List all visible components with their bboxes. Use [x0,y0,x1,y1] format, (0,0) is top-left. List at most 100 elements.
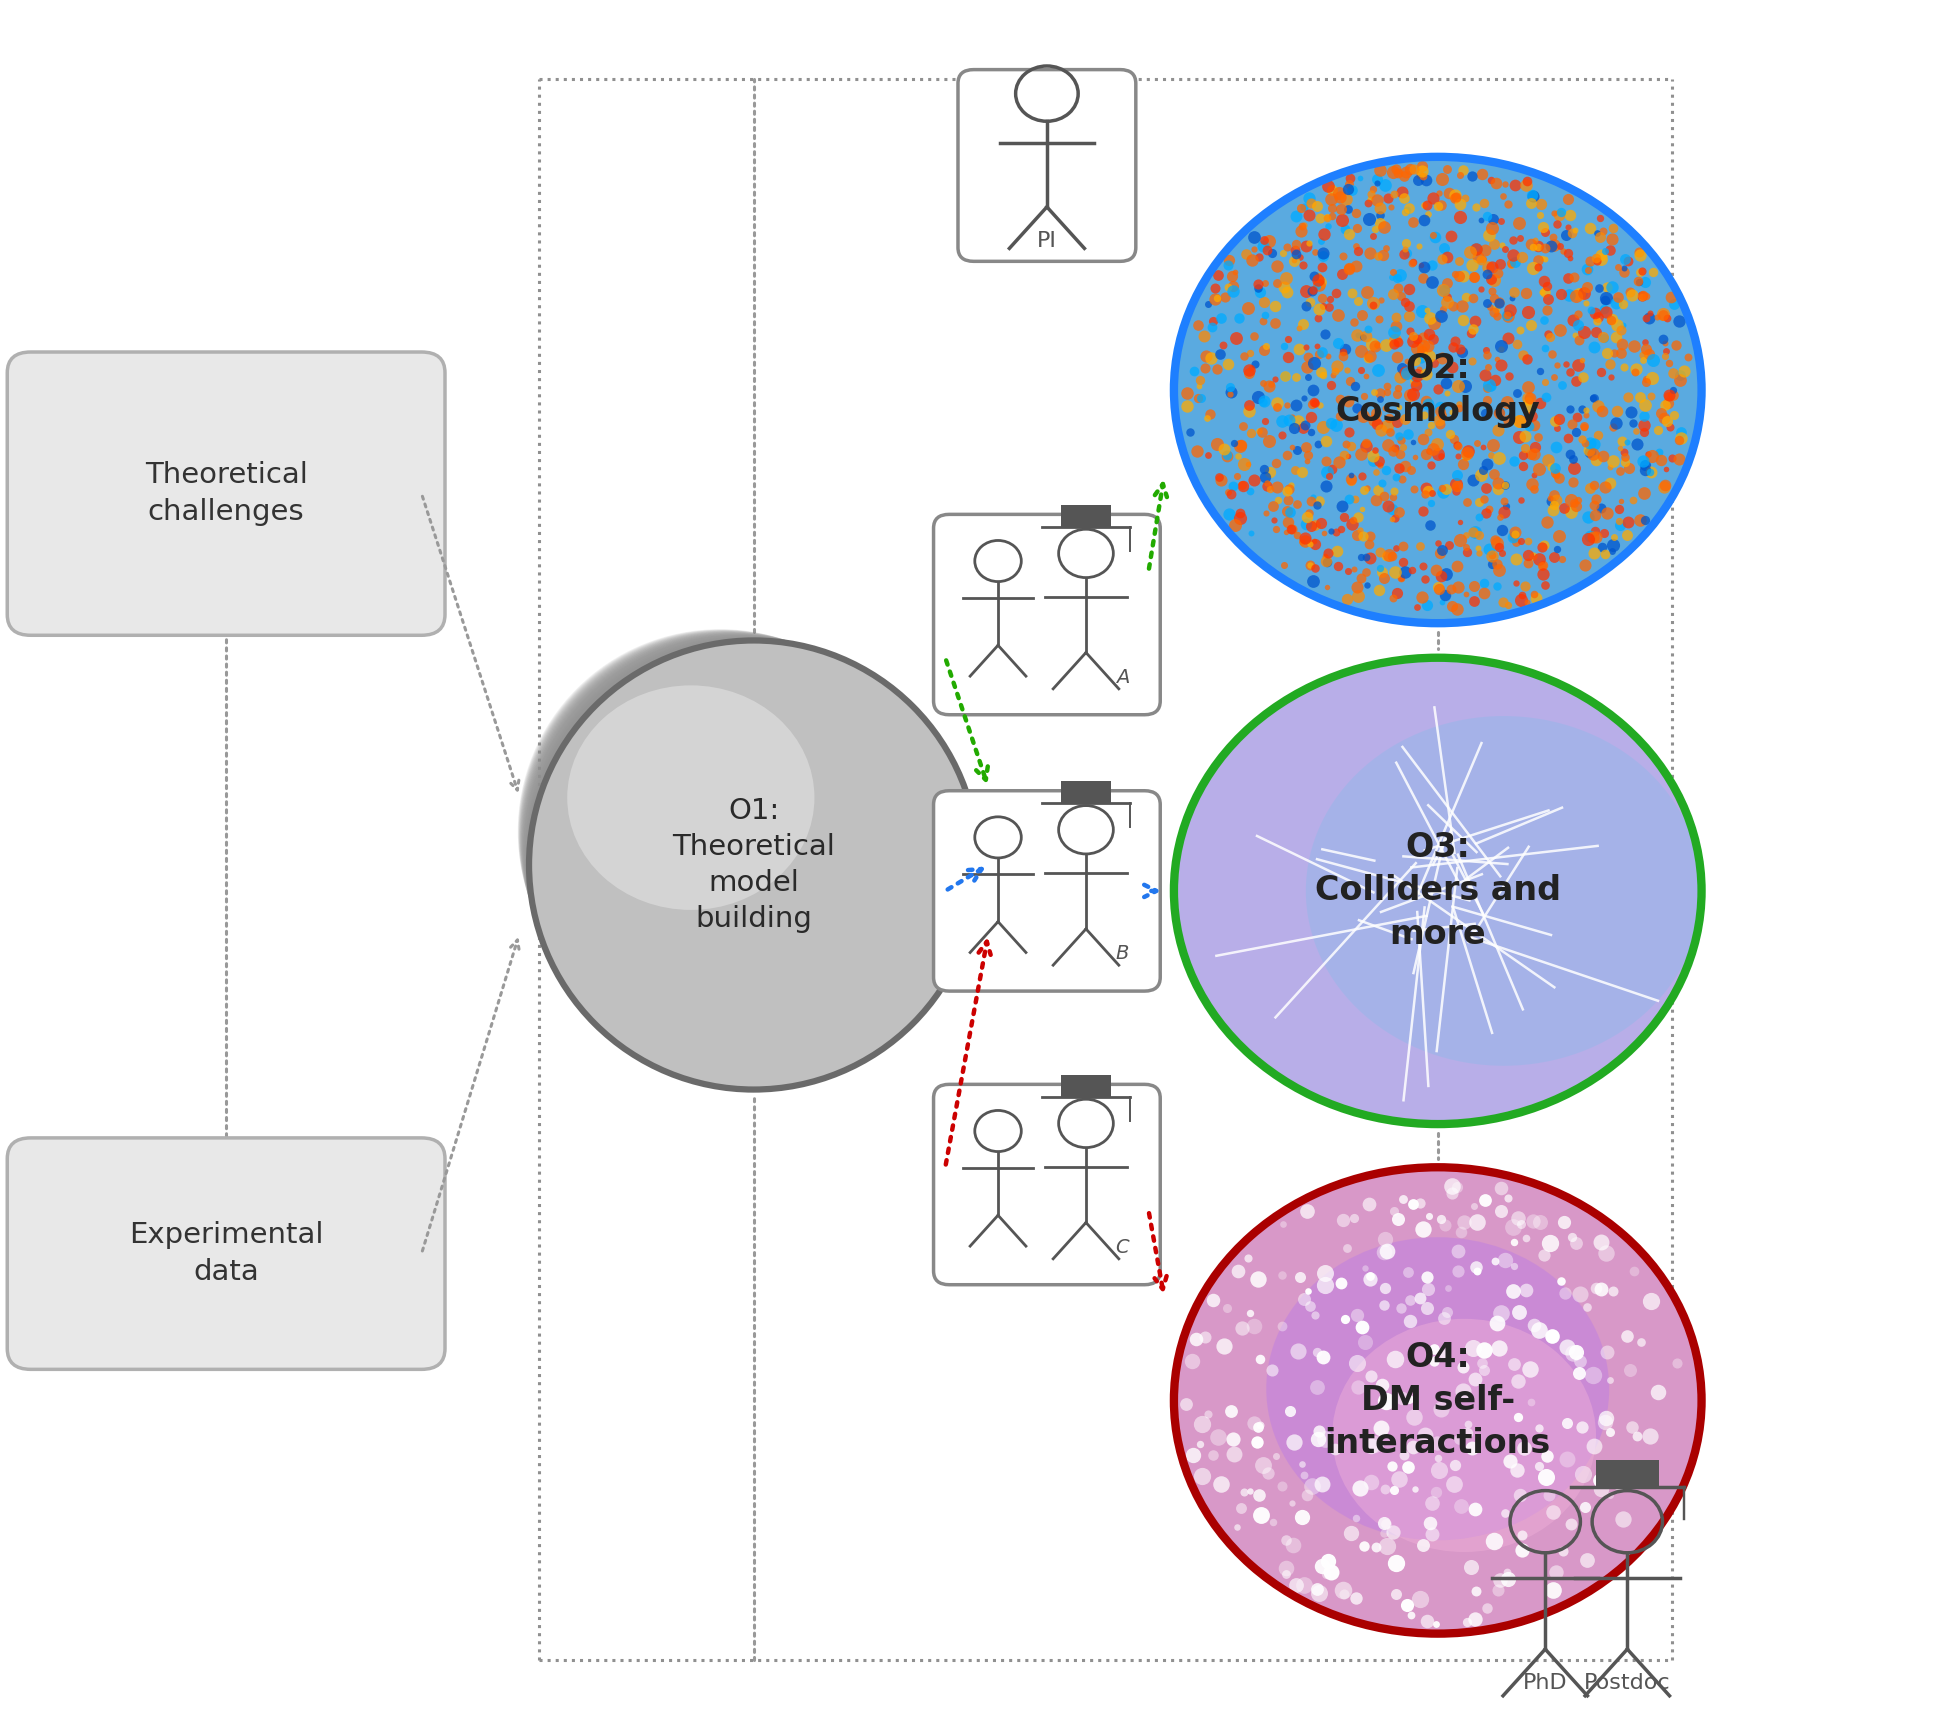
Point [1339,555,1370,583]
Point [1566,396,1597,424]
Point [1462,1258,1493,1285]
Point [1307,292,1339,320]
Point [1495,251,1526,279]
Point [1585,495,1616,522]
Point [1346,564,1378,592]
Point [1613,1322,1644,1349]
Point [1515,230,1546,258]
Point [1507,452,1538,479]
Point [1344,1474,1376,1502]
Point [1460,1495,1491,1522]
Point [1378,1197,1409,1225]
Point [1313,292,1344,320]
Point [1591,273,1622,301]
Point [1628,419,1660,446]
Point [1552,1446,1583,1474]
Point [1591,339,1622,367]
Point [1344,516,1376,543]
Point [1503,1204,1534,1232]
Point [1427,246,1458,273]
Point [1517,254,1548,282]
Point [1225,431,1256,458]
Point [1307,337,1339,365]
Point [1294,550,1325,578]
Point [1299,554,1331,581]
Point [1554,441,1585,469]
Point [1470,500,1501,528]
Point [1624,382,1656,410]
Point [1411,1263,1442,1291]
Point [1423,529,1454,557]
Point [1374,541,1405,569]
Point [1192,291,1223,318]
Point [1272,279,1303,306]
Point [1440,1451,1472,1479]
Point [1499,1228,1530,1256]
Point [1581,308,1613,336]
Point [1184,372,1215,400]
FancyBboxPatch shape [1061,505,1112,528]
Ellipse shape [528,640,975,1086]
Point [1526,279,1558,306]
Point [1335,367,1366,394]
Text: O3:
Colliders and
more: O3: Colliders and more [1315,830,1562,952]
Point [1597,446,1628,474]
Point [1360,185,1391,213]
Point [1405,1190,1436,1218]
Point [1376,1451,1407,1479]
Point [1284,315,1315,343]
Point [1566,426,1597,453]
Point [1458,263,1489,291]
Point [1585,358,1616,386]
Point [1431,581,1462,609]
Point [1583,393,1615,420]
Point [1609,246,1640,273]
Point [1286,1263,1317,1291]
Point [1329,215,1360,242]
Point [1211,441,1243,469]
Point [1266,1472,1297,1500]
Point [1280,391,1311,419]
Ellipse shape [521,631,935,1047]
Point [1333,1235,1364,1263]
Point [1460,1578,1491,1605]
Point [1301,266,1333,294]
Point [1597,531,1628,559]
Point [1403,232,1434,260]
Point [1417,183,1448,211]
Point [1360,486,1391,514]
Point [1552,1334,1583,1362]
Point [1382,381,1413,408]
Point [1407,157,1438,185]
Point [1532,446,1564,474]
Point [1229,450,1260,477]
Point [1243,1481,1274,1509]
Point [1497,1277,1528,1304]
Point [1251,462,1282,490]
Point [1442,443,1474,471]
Point [1413,391,1444,419]
Point [1270,265,1301,292]
Point [1534,324,1566,351]
Point [1307,253,1339,280]
Point [1538,491,1570,519]
Point [1429,1304,1460,1332]
Point [1607,1505,1638,1533]
Point [1485,336,1517,363]
Point [1233,398,1264,426]
Point [1568,279,1599,306]
Point [1413,332,1444,360]
Point [1650,471,1681,498]
Point [1239,1313,1270,1341]
Ellipse shape [526,638,965,1076]
Point [1652,389,1683,417]
Point [1493,592,1525,619]
Point [1663,306,1695,334]
Point [1507,341,1538,368]
Point [1372,1533,1403,1560]
Point [1352,344,1384,372]
Point [1458,284,1489,311]
Point [1393,1386,1425,1413]
Point [1425,398,1456,426]
Point [1301,332,1333,360]
